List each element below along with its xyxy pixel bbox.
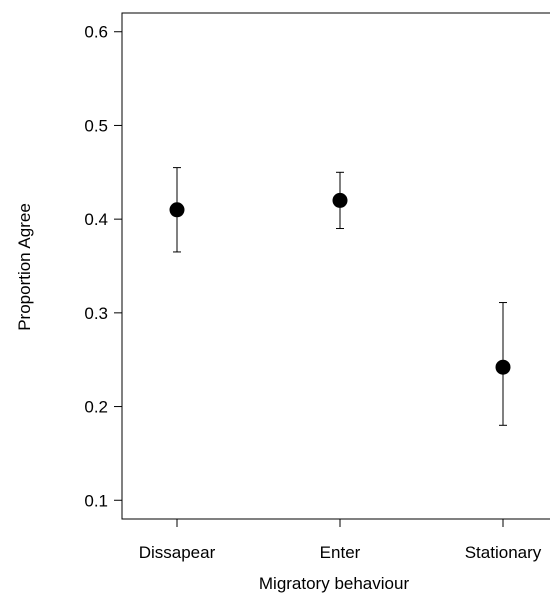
y-axis-label: Proportion Agree <box>15 203 34 331</box>
data-point <box>495 359 511 375</box>
x-axis: Dissapear Enter Stationary <box>139 519 542 562</box>
x-axis-label: Migratory behaviour <box>259 574 410 593</box>
data-points <box>169 192 511 375</box>
y-tick-label: 0.3 <box>84 304 108 323</box>
x-tick-label: Dissapear <box>139 543 216 562</box>
y-tick-label: 0.1 <box>84 491 108 510</box>
plot-frame <box>121 12 550 520</box>
y-axis: 0.1 0.2 0.3 0.4 0.5 0.6 <box>84 23 122 510</box>
y-tick-label: 0.6 <box>84 23 108 42</box>
x-tick-label: Enter <box>320 543 361 562</box>
y-tick-label: 0.4 <box>84 210 108 229</box>
y-tick-label: 0.5 <box>84 116 108 135</box>
data-point <box>169 202 185 218</box>
plot-border <box>121 12 550 520</box>
y-tick-label: 0.2 <box>84 398 108 417</box>
data-point <box>332 192 348 208</box>
x-tick-label: Stationary <box>465 543 542 562</box>
